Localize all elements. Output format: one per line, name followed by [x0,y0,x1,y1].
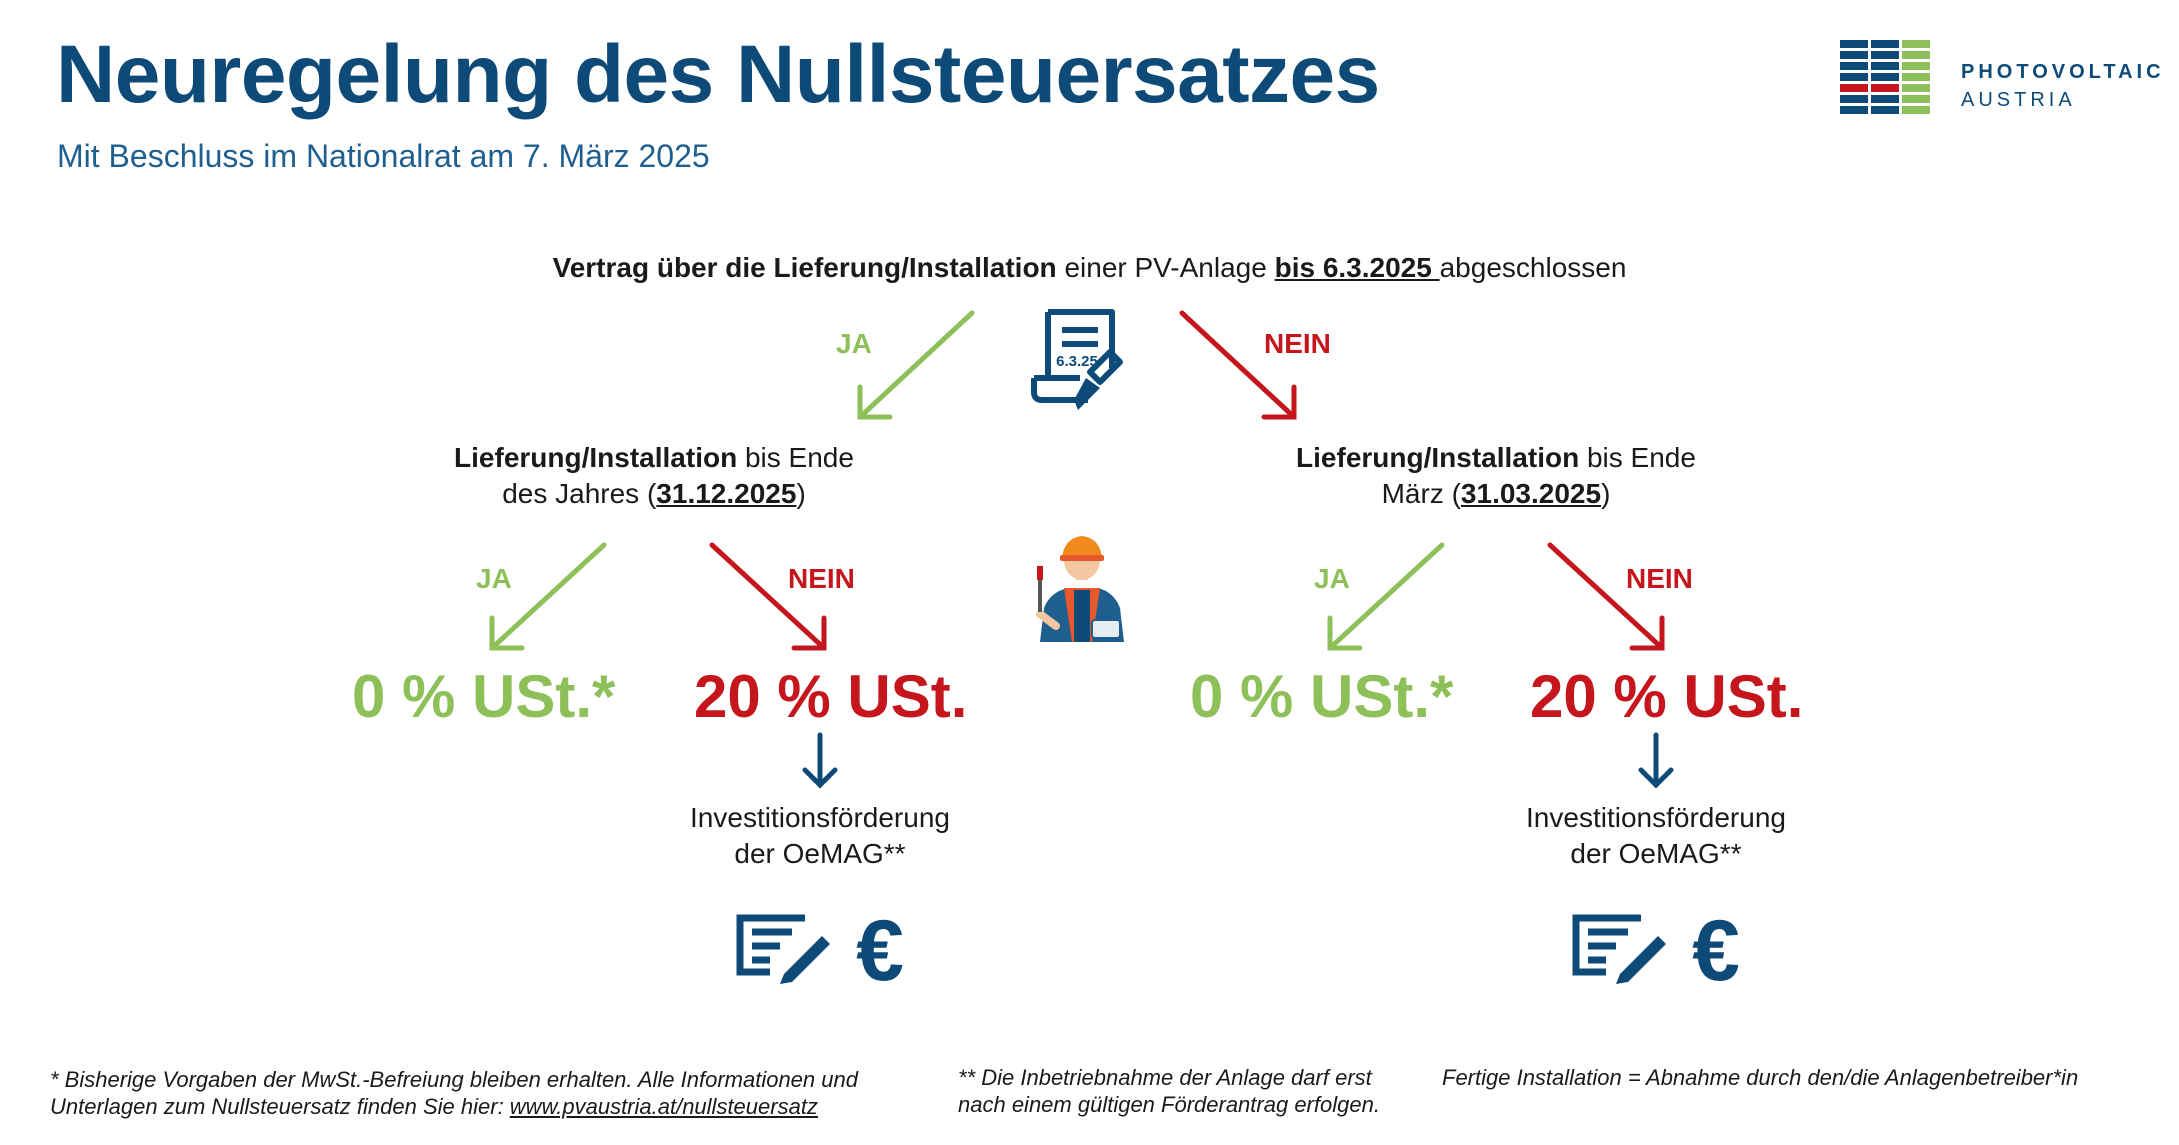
logo-wordmark: PHOTOVOLTAIC AUSTRIA [1961,58,2165,114]
nullsteuersatz-link[interactable]: www.pvaustria.at/nullsteuersatz [509,1094,818,1119]
right-cond-date: 31.03.2025 [1460,478,1602,509]
contract-icon-date: 6.3.25 [1056,353,1098,370]
left-nein-label: NEIN [788,563,855,594]
left-cond-bold: Lieferung/Installation [454,442,738,473]
page-subtitle: Mit Beschluss im Nationalrat am 7. März … [57,138,710,174]
left-down-arrow [802,732,838,789]
logo-line-1: PHOTOVOLTAIC [1961,61,2165,83]
left-cond-post: ) [796,478,806,509]
left-euro-icon: € [856,903,904,999]
footnote-2-line-2: nach einem gültigen Förderantrag erfolge… [958,1092,1380,1117]
left-funding-line-1: Investitionsförderung [690,802,950,833]
right-cond-bold: Lieferung/Installation [1296,442,1580,473]
top-ja-arrow [857,310,975,420]
footnote-1: * Bisherige Vorgaben der MwSt.-Befreiung… [50,1066,858,1120]
right-ja-arrow [1327,542,1445,651]
right-down-arrow [1638,732,1674,789]
left-funding-line-2: der OeMAG** [734,838,906,869]
right-result-zero-vat: 0 % USt.* [1190,663,1454,730]
left-result-zero-vat: 0 % USt.* [352,663,616,730]
right-result-twenty-vat: 20 % USt. [1530,663,1804,730]
top-ja-label: JA [836,328,872,359]
main-question: Vertrag über die Lieferung/Installation … [0,250,2179,286]
right-condition: Lieferung/Installation bis Ende März (31… [1214,440,1778,512]
footnote-2-line-1: ** Die Inbetriebnahme der Anlage darf er… [958,1065,1372,1090]
top-nein-arrow [1179,310,1297,420]
footnote-1-line-1: * Bisherige Vorgaben der MwSt.-Befreiung… [50,1067,858,1092]
right-euro-icon: € [1692,903,1740,999]
footnote-2: ** Die Inbetriebnahme der Anlage darf er… [958,1064,1380,1118]
question-mid: einer PV-Anlage [1056,252,1275,283]
right-funding-text: Investitionsförderung der OeMAG** [1456,800,1856,872]
left-cond-rest1: bis Ende [737,442,854,473]
left-application-form-icon [736,914,830,984]
right-nein-arrow [1547,542,1665,651]
question-end: abgeschlossen [1439,252,1627,283]
left-result-twenty-vat: 20 % USt. [694,663,968,730]
contract-document-icon [1031,309,1123,410]
right-nein-label: NEIN [1626,563,1693,594]
left-condition: Lieferung/Installation bis Ende des Jahr… [372,440,936,512]
right-funding-line-2: der OeMAG** [1570,838,1742,869]
right-cond-rest1: bis Ende [1579,442,1696,473]
right-cond-pre: März ( [1381,478,1461,509]
left-ja-label: JA [476,563,512,594]
left-cond-pre: des Jahres ( [502,478,657,509]
photovoltaic-austria-logo [1840,40,1930,114]
right-application-form-icon [1572,914,1666,984]
left-nein-arrow [709,542,827,651]
right-ja-label: JA [1314,563,1350,594]
page-title: Neuregelung des Nullsteuersatzes [56,29,1380,120]
left-ja-arrow [489,542,607,651]
question-bold: Vertrag über die Lieferung/Installation [552,252,1057,283]
question-date: bis 6.3.2025 [1274,252,1440,283]
footnote-3: Fertige Installation = Abnahme durch den… [1442,1065,2079,1090]
installer-worker-icon [1036,536,1124,642]
footnote-1-line-2: Unterlagen zum Nullsteuersatz finden Sie… [50,1094,510,1119]
left-funding-text: Investitionsförderung der OeMAG** [620,800,1020,872]
left-cond-date: 31.12.2025 [656,478,797,509]
logo-line-2: AUSTRIA [1961,89,2076,111]
right-funding-line-1: Investitionsförderung [1526,802,1786,833]
top-nein-label: NEIN [1264,328,1331,359]
right-cond-post: ) [1601,478,1611,509]
